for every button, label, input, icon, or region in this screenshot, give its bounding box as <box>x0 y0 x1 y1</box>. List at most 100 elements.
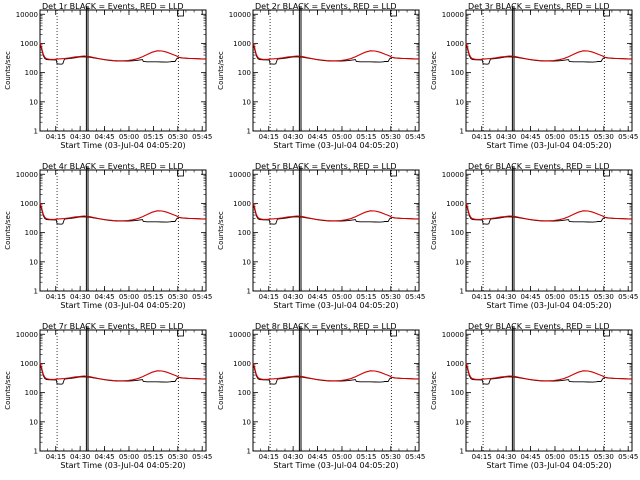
y-tick-label: 10 <box>242 418 251 426</box>
x-tick-label: 05:15 <box>569 293 589 301</box>
y-tick-label: 10000 <box>16 171 38 179</box>
y-tick-label: 100 <box>238 389 251 397</box>
x-tick-label: 05:30 <box>168 453 188 461</box>
x-tick-label: 05:15 <box>569 133 589 141</box>
x-axis-label: Start Time (03-Jul-04 04:05:20) <box>273 461 398 470</box>
x-axis-label: Start Time (03-Jul-04 04:05:20) <box>60 301 185 310</box>
x-tick-label: 04:30 <box>70 453 90 461</box>
x-tick-label: 04:45 <box>94 293 114 301</box>
x-axis-label: Start Time (03-Jul-04 04:05:20) <box>486 461 611 470</box>
y-tick-label: 1 <box>247 288 251 296</box>
y-tick-label: 10000 <box>229 171 251 179</box>
x-tick-label: 05:45 <box>618 453 638 461</box>
y-axis-label: Counts/sec <box>217 51 225 90</box>
x-tick-label: 05:45 <box>192 453 212 461</box>
detector-panel-6: Det 6r BLACK = Events, RED = LLD 1 10 100 10… <box>430 162 638 310</box>
x-tick-label: 04:30 <box>283 133 303 141</box>
y-tick-label: 1000 <box>20 200 38 208</box>
panel-title: Det 6r BLACK = Events, RED = LLD <box>468 162 610 171</box>
y-tick-label: 1 <box>34 128 38 136</box>
y-tick-label: 10000 <box>16 11 38 19</box>
y-tick-label: 100 <box>451 69 464 77</box>
y-tick-label: 10 <box>29 98 38 106</box>
y-tick-label: 1000 <box>20 40 38 48</box>
y-tick-label: 100 <box>25 229 38 237</box>
y-tick-label: 1000 <box>446 40 464 48</box>
y-tick-label: 1 <box>34 288 38 296</box>
x-tick-label: 04:15 <box>46 293 66 301</box>
y-tick-label: 1 <box>247 128 251 136</box>
x-tick-label: 05:00 <box>119 133 139 141</box>
plot-frame <box>465 9 633 132</box>
panel-title: Det 7r BLACK = Events, RED = LLD <box>42 322 184 331</box>
x-tick-label: 05:15 <box>356 293 376 301</box>
detector-panel-1: Det 1r BLACK = Events, RED = LLD 1 10 100 10… <box>4 2 212 150</box>
plot-frame <box>465 329 633 452</box>
plot-frame <box>252 329 420 452</box>
y-tick-label: 1 <box>247 448 251 456</box>
y-axis-label: Counts/sec <box>4 51 12 90</box>
detector-panel-4: Det 4r BLACK = Events, RED = LLD 1 10 100 10… <box>4 162 212 310</box>
series-line-lld <box>252 362 420 382</box>
series-line-lld <box>39 202 207 222</box>
detector-panel-3: Det 3r BLACK = Events, RED = LLD 1 10 100 10… <box>430 2 638 150</box>
x-tick-label: 04:45 <box>307 133 327 141</box>
series-line-lld <box>465 362 633 382</box>
x-tick-label: 05:45 <box>405 453 425 461</box>
panel-title: Det 3r BLACK = Events, RED = LLD <box>468 2 610 11</box>
x-axis-label: Start Time (03-Jul-04 04:05:20) <box>486 141 611 150</box>
y-axis-label: Counts/sec <box>217 371 225 410</box>
y-tick-label: 1000 <box>233 360 251 368</box>
y-tick-label: 100 <box>451 389 464 397</box>
y-tick-label: 100 <box>238 69 251 77</box>
x-tick-label: 05:45 <box>618 293 638 301</box>
y-tick-label: 10 <box>455 418 464 426</box>
x-tick-label: 05:30 <box>168 133 188 141</box>
x-tick-label: 04:45 <box>307 293 327 301</box>
x-tick-label: 05:30 <box>381 293 401 301</box>
x-tick-label: 05:15 <box>569 453 589 461</box>
y-axis-label: Counts/sec <box>4 211 12 250</box>
x-tick-label: 05:00 <box>332 293 352 301</box>
y-tick-label: 10 <box>455 98 464 106</box>
x-tick-label: 04:30 <box>283 293 303 301</box>
plot-frame <box>252 169 420 292</box>
x-tick-label: 05:45 <box>405 133 425 141</box>
x-tick-label: 04:15 <box>259 453 279 461</box>
x-tick-label: 05:45 <box>618 133 638 141</box>
x-tick-label: 04:45 <box>520 293 540 301</box>
y-tick-label: 1000 <box>233 40 251 48</box>
x-tick-label: 05:00 <box>119 453 139 461</box>
x-tick-label: 05:45 <box>192 133 212 141</box>
y-axis-label: Counts/sec <box>217 211 225 250</box>
x-tick-label: 04:30 <box>496 133 516 141</box>
y-axis-label: Counts/sec <box>430 371 438 410</box>
y-tick-label: 1 <box>34 448 38 456</box>
series-line-lld <box>252 202 420 222</box>
y-tick-label: 100 <box>25 69 38 77</box>
x-tick-label: 04:15 <box>259 293 279 301</box>
panel-title: Det 1r BLACK = Events, RED = LLD <box>42 2 184 11</box>
y-tick-label: 10000 <box>229 11 251 19</box>
x-tick-label: 04:30 <box>70 293 90 301</box>
y-tick-label: 1000 <box>446 200 464 208</box>
x-tick-label: 05:00 <box>545 453 565 461</box>
plot-frame <box>39 329 207 452</box>
x-tick-label: 04:15 <box>46 133 66 141</box>
x-tick-label: 05:45 <box>405 293 425 301</box>
x-tick-label: 05:00 <box>332 133 352 141</box>
x-tick-label: 04:45 <box>94 133 114 141</box>
x-tick-label: 04:45 <box>94 453 114 461</box>
y-tick-label: 10 <box>242 98 251 106</box>
y-tick-label: 10 <box>29 258 38 266</box>
y-tick-label: 1000 <box>446 360 464 368</box>
y-tick-label: 100 <box>25 389 38 397</box>
y-tick-label: 10000 <box>16 331 38 339</box>
y-tick-label: 1 <box>460 448 464 456</box>
y-tick-label: 10000 <box>442 171 464 179</box>
y-tick-label: 1 <box>460 288 464 296</box>
y-tick-label: 1000 <box>20 360 38 368</box>
x-tick-label: 04:45 <box>520 133 540 141</box>
y-tick-label: 100 <box>451 229 464 237</box>
plot-frame <box>252 9 420 132</box>
